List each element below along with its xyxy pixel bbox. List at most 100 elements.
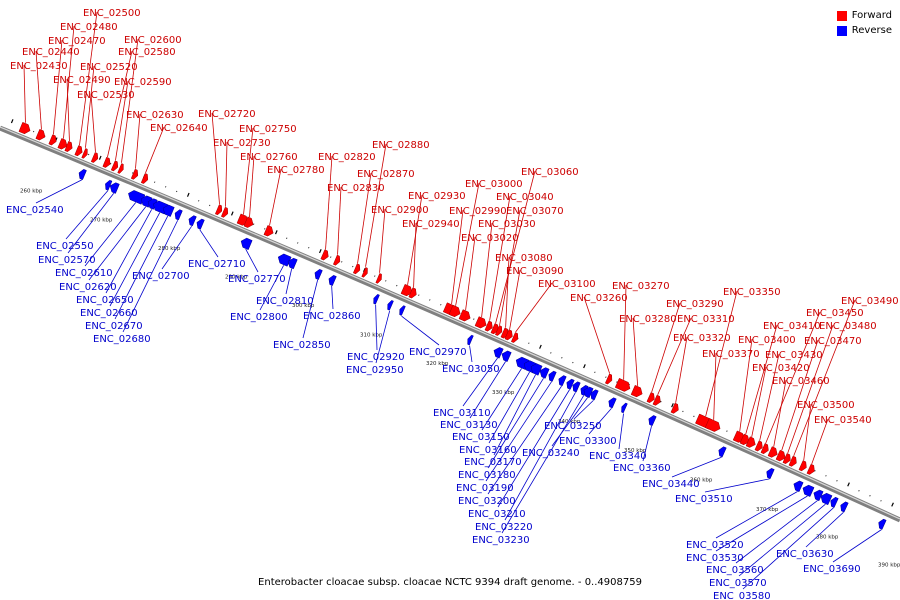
forward-gene-feature (646, 392, 655, 403)
tick-label: 370 kbp (756, 507, 779, 513)
reverse-label-line (84, 202, 137, 267)
reverse-label-line (285, 268, 293, 295)
forward-gene-feature (117, 163, 124, 174)
reverse-label-line (199, 229, 219, 258)
forward-label-line (675, 336, 688, 403)
forward-gene-feature (320, 249, 329, 261)
forward-gene-label: ENC_02870 (357, 169, 415, 180)
forward-label-line (489, 195, 511, 321)
reverse-gene-feature (78, 169, 87, 181)
forward-gene-feature (400, 283, 413, 297)
reverse-gene-label: ENC_02710 (188, 259, 246, 270)
forward-gene-feature (102, 156, 111, 168)
forward-label-line (35, 50, 42, 130)
forward-gene-label: ENC_02580 (118, 47, 176, 58)
forward-label-line (811, 418, 829, 465)
forward-label-line (773, 379, 787, 447)
forward-label-line (211, 112, 220, 205)
forward-gene-label: ENC_03070 (506, 206, 564, 217)
forward-gene-label: ENC_03310 (677, 314, 735, 325)
forward-gene-feature (35, 128, 46, 141)
forward-label-line (451, 209, 464, 305)
forward-label-line (407, 194, 423, 285)
forward-gene-label: ENC_02720 (198, 109, 256, 120)
forward-label-line (509, 269, 521, 330)
forward-label-line (787, 324, 834, 454)
forward-gene-feature (494, 325, 503, 336)
forward-label-line (481, 222, 493, 318)
forward-label-line (145, 126, 165, 174)
reverse-label-line (259, 265, 285, 311)
forward-label-line (651, 302, 681, 393)
forward-gene-label: ENC_03540 (814, 415, 872, 426)
forward-gene-feature (352, 263, 361, 275)
reverse-gene-label: ENC_02670 (85, 321, 143, 332)
forward-label-line (365, 143, 387, 267)
reverse-label-line (671, 456, 722, 478)
forward-label-line (793, 299, 856, 456)
genome-caption: Enterobacter cloacae subsp. cloacae NCTC… (258, 577, 642, 588)
legend: Forward Reverse (836, 8, 892, 38)
forward-gene-label: ENC_03500 (797, 400, 855, 411)
tick-label: 290 kbp (225, 275, 248, 281)
forward-label-line (325, 155, 333, 250)
reverse-gene-label: ENC_02770 (228, 274, 286, 285)
reverse-label-line (573, 399, 594, 420)
reverse-gene-feature (174, 209, 183, 221)
forward-gene-label: ENC_02470 (48, 36, 106, 47)
forward-gene-label: ENC_02820 (318, 152, 376, 163)
reverse-label-line (122, 220, 179, 333)
forward-gene-label: ENC_02760 (240, 152, 298, 163)
forward-gene-label: ENC_03000 (465, 179, 523, 190)
reverse-gene-feature (493, 347, 504, 359)
tick-mark (318, 249, 322, 254)
reverse-gene-label: ENC_03230 (472, 535, 530, 546)
reverse-gene-label: ENC_02700 (132, 271, 190, 282)
reverse-gene-label: ENC_02810 (256, 296, 314, 307)
forward-gene-feature (775, 449, 786, 462)
reverse-gene-label: ENC_03530 (686, 553, 744, 564)
reverse-label-line (497, 389, 570, 508)
forward-gene-label: ENC_03040 (496, 192, 554, 203)
reverse-gene-feature (802, 484, 815, 497)
reverse-label-line (469, 361, 506, 419)
reverse-gene-label: ENC_02660 (80, 308, 138, 319)
forward-gene-feature (90, 152, 99, 163)
reverse-label-line (551, 397, 588, 447)
reverse-gene-label: ENC_03110 (433, 408, 491, 419)
reverse-label-line (245, 248, 259, 273)
tick-label: 330 kbp (492, 390, 515, 396)
reverse-gene-feature (328, 275, 337, 287)
reverse-gene-label: ENC_03250 (544, 421, 602, 432)
reverse-label-line (331, 285, 334, 310)
forward-gene-feature (140, 173, 149, 184)
forward-label-line (505, 256, 510, 328)
forward-gene-feature (510, 332, 519, 343)
forward-label-line (781, 339, 819, 451)
tick-label: 300 kbp (292, 303, 315, 309)
forward-gene-feature (604, 373, 613, 385)
forward-gene-feature (74, 145, 83, 157)
reverse-label-line (715, 491, 798, 539)
forward-label-line (53, 39, 63, 135)
reverse-gene-feature (621, 402, 628, 414)
forward-gene-feature (782, 453, 791, 464)
reverse-gene-feature (287, 257, 298, 270)
forward-gene-feature (767, 446, 778, 458)
reverse-gene-label: ENC_02550 (36, 241, 94, 252)
forward-gene-label: ENC_03270 (612, 281, 670, 292)
legend-label-reverse: Reverse (851, 25, 892, 36)
reverse-gene-label: ENC_03570 (709, 578, 767, 589)
reverse-gene-label: ENC_02540 (6, 205, 64, 216)
reverse-label-line (375, 304, 378, 351)
forward-label-line (623, 284, 627, 380)
forward-label-line (135, 113, 141, 169)
reverse-gene-label: ENC_03580 (713, 591, 771, 600)
reverse-gene-label: ENC_03300 (559, 436, 617, 447)
forward-gene-feature (81, 148, 88, 159)
reverse-gene-label: ENC_03440 (642, 479, 700, 490)
reverse-gene-feature (566, 378, 575, 390)
forward-gene-label: ENC_03370 (702, 349, 760, 360)
forward-gene-label: ENC_02880 (372, 140, 430, 151)
